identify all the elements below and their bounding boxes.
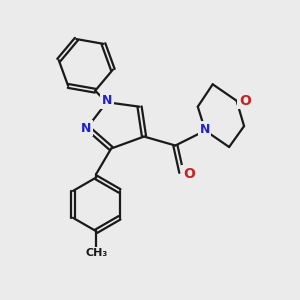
Text: N: N bbox=[81, 122, 91, 135]
Text: O: O bbox=[183, 167, 195, 181]
Text: N: N bbox=[200, 123, 210, 136]
Text: N: N bbox=[101, 94, 112, 107]
Text: CH₃: CH₃ bbox=[85, 248, 107, 258]
Text: O: O bbox=[239, 94, 251, 108]
